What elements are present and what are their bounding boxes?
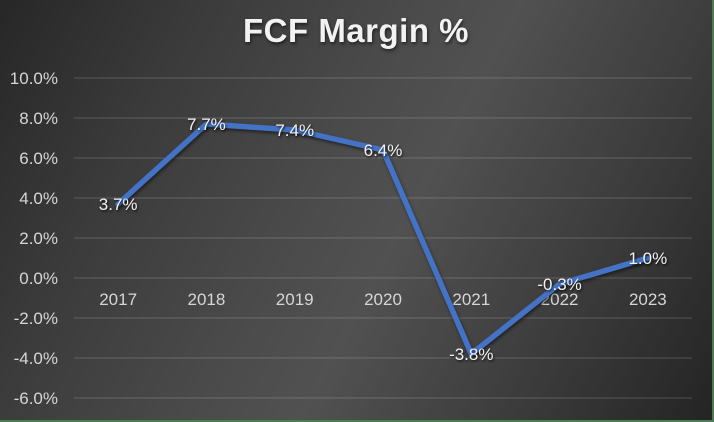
y-axis-tick-label: 6.0% [19, 149, 58, 168]
x-axis-tick-label: 2023 [629, 290, 667, 309]
x-axis-tick-label: 2017 [99, 290, 137, 309]
x-axis-tick-label: 2020 [364, 290, 402, 309]
data-point-label: -3.8% [449, 345, 493, 364]
data-point-label: 7.4% [275, 121, 314, 140]
data-point-label: 7.7% [187, 115, 226, 134]
data-point-label: -0.3% [537, 275, 581, 294]
y-axis-tick-label: -4.0% [14, 349, 58, 368]
chart-title: FCF Margin % [243, 12, 469, 49]
data-point-label: 3.7% [99, 195, 138, 214]
y-axis-tick-label: 4.0% [19, 189, 58, 208]
y-axis-tick-label: 10.0% [10, 69, 58, 88]
data-point-label: 1.0% [628, 249, 667, 268]
y-axis-tick-label: 0.0% [19, 269, 58, 288]
data-point-label: 6.4% [364, 141, 403, 160]
fcf-margin-series-line [115, 121, 651, 357]
y-axis-tick-label: -2.0% [14, 309, 58, 328]
x-axis-tick-label: 2021 [452, 290, 490, 309]
x-axis-tick-label: 2019 [276, 290, 314, 309]
y-axis-tick-label: 8.0% [19, 109, 58, 128]
x-axis-tick-label: 2018 [188, 290, 226, 309]
y-axis-tick-label: -6.0% [14, 389, 58, 408]
y-axis-tick-label: 2.0% [19, 229, 58, 248]
